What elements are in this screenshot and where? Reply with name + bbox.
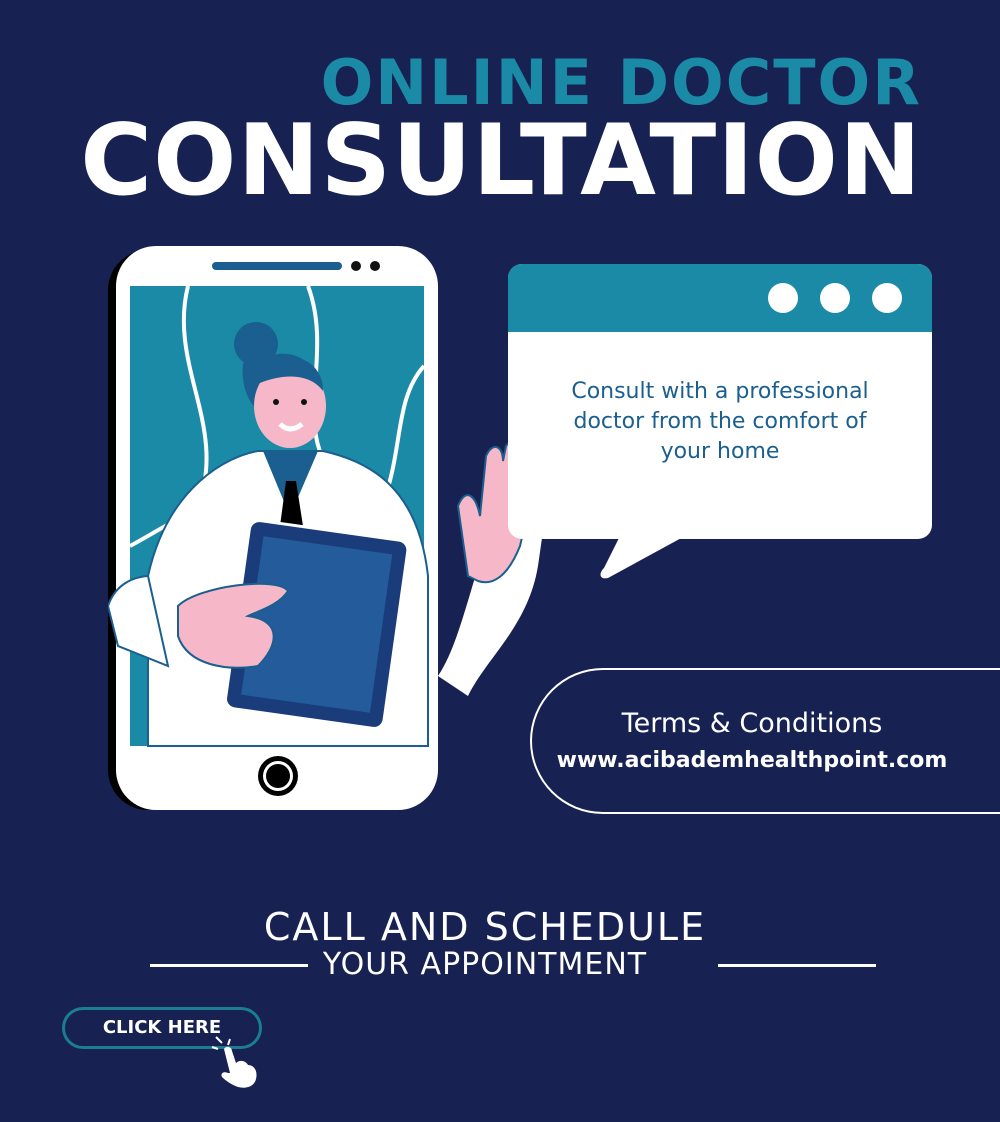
window-dot-icon <box>768 283 798 313</box>
terms-panel: Terms & Conditions www.acibademhealthpoi… <box>530 668 1000 814</box>
bubble-message: Consult with a professional doctor from … <box>571 379 869 464</box>
window-dot-icon <box>820 283 850 313</box>
divider-line <box>718 964 876 967</box>
speech-bubble-tail <box>600 536 685 579</box>
pointing-hand-icon <box>211 1036 257 1088</box>
website-link[interactable]: www.acibademhealthpoint.com <box>556 748 948 773</box>
terms-link[interactable]: Terms & Conditions <box>621 708 883 739</box>
title-consultation: CONSULTATION <box>80 104 922 218</box>
divider-line <box>150 964 308 967</box>
window-title-bar <box>508 264 932 332</box>
phone-doctor-illustration <box>108 246 548 810</box>
click-here-button[interactable]: CLICK HERE <box>62 1007 262 1049</box>
title-online-doctor: ONLINE DOCTOR <box>320 46 922 119</box>
window-dot-icon <box>872 283 902 313</box>
speech-bubble-window: Consult with a professional doctor from … <box>508 264 932 539</box>
cta-subheading: YOUR APPOINTMENT <box>322 947 648 982</box>
cta-heading: CALL AND SCHEDULE <box>263 905 707 949</box>
